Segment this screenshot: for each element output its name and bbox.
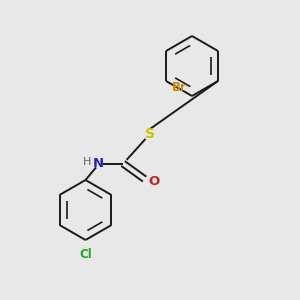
Text: H: H xyxy=(82,157,91,167)
Text: O: O xyxy=(148,175,160,188)
Text: S: S xyxy=(145,127,155,140)
Text: N: N xyxy=(92,157,104,170)
Text: Br: Br xyxy=(171,81,186,94)
Text: Cl: Cl xyxy=(79,248,92,261)
